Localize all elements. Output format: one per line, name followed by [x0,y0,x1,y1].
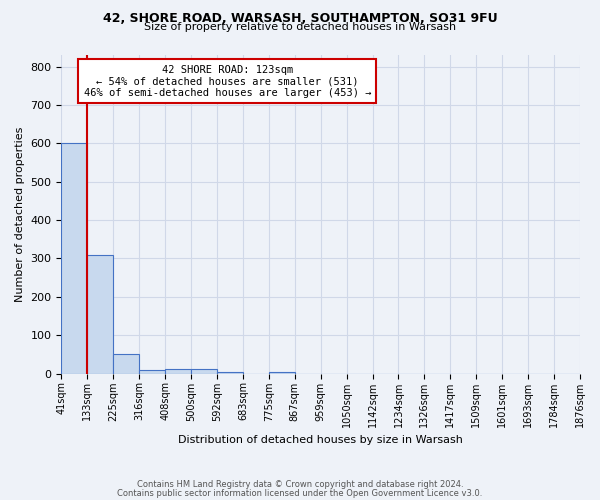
Bar [88,254,113,374]
Bar [165,369,191,374]
Bar [191,369,217,374]
Text: Size of property relative to detached houses in Warsash: Size of property relative to detached ho… [144,22,456,32]
Y-axis label: Number of detached properties: Number of detached properties [15,126,25,302]
Text: Contains HM Land Registry data © Crown copyright and database right 2024.: Contains HM Land Registry data © Crown c… [137,480,463,489]
Text: 42 SHORE ROAD: 123sqm
← 54% of detached houses are smaller (531)
46% of semi-det: 42 SHORE ROAD: 123sqm ← 54% of detached … [83,64,371,98]
Text: Contains public sector information licensed under the Open Government Licence v3: Contains public sector information licen… [118,488,482,498]
Bar [139,370,165,374]
Text: 42, SHORE ROAD, WARSASH, SOUTHAMPTON, SO31 9FU: 42, SHORE ROAD, WARSASH, SOUTHAMPTON, SO… [103,12,497,26]
Bar [61,144,88,374]
Bar [269,372,295,374]
Bar [113,354,139,374]
X-axis label: Distribution of detached houses by size in Warsash: Distribution of detached houses by size … [178,435,463,445]
Bar [217,372,243,374]
